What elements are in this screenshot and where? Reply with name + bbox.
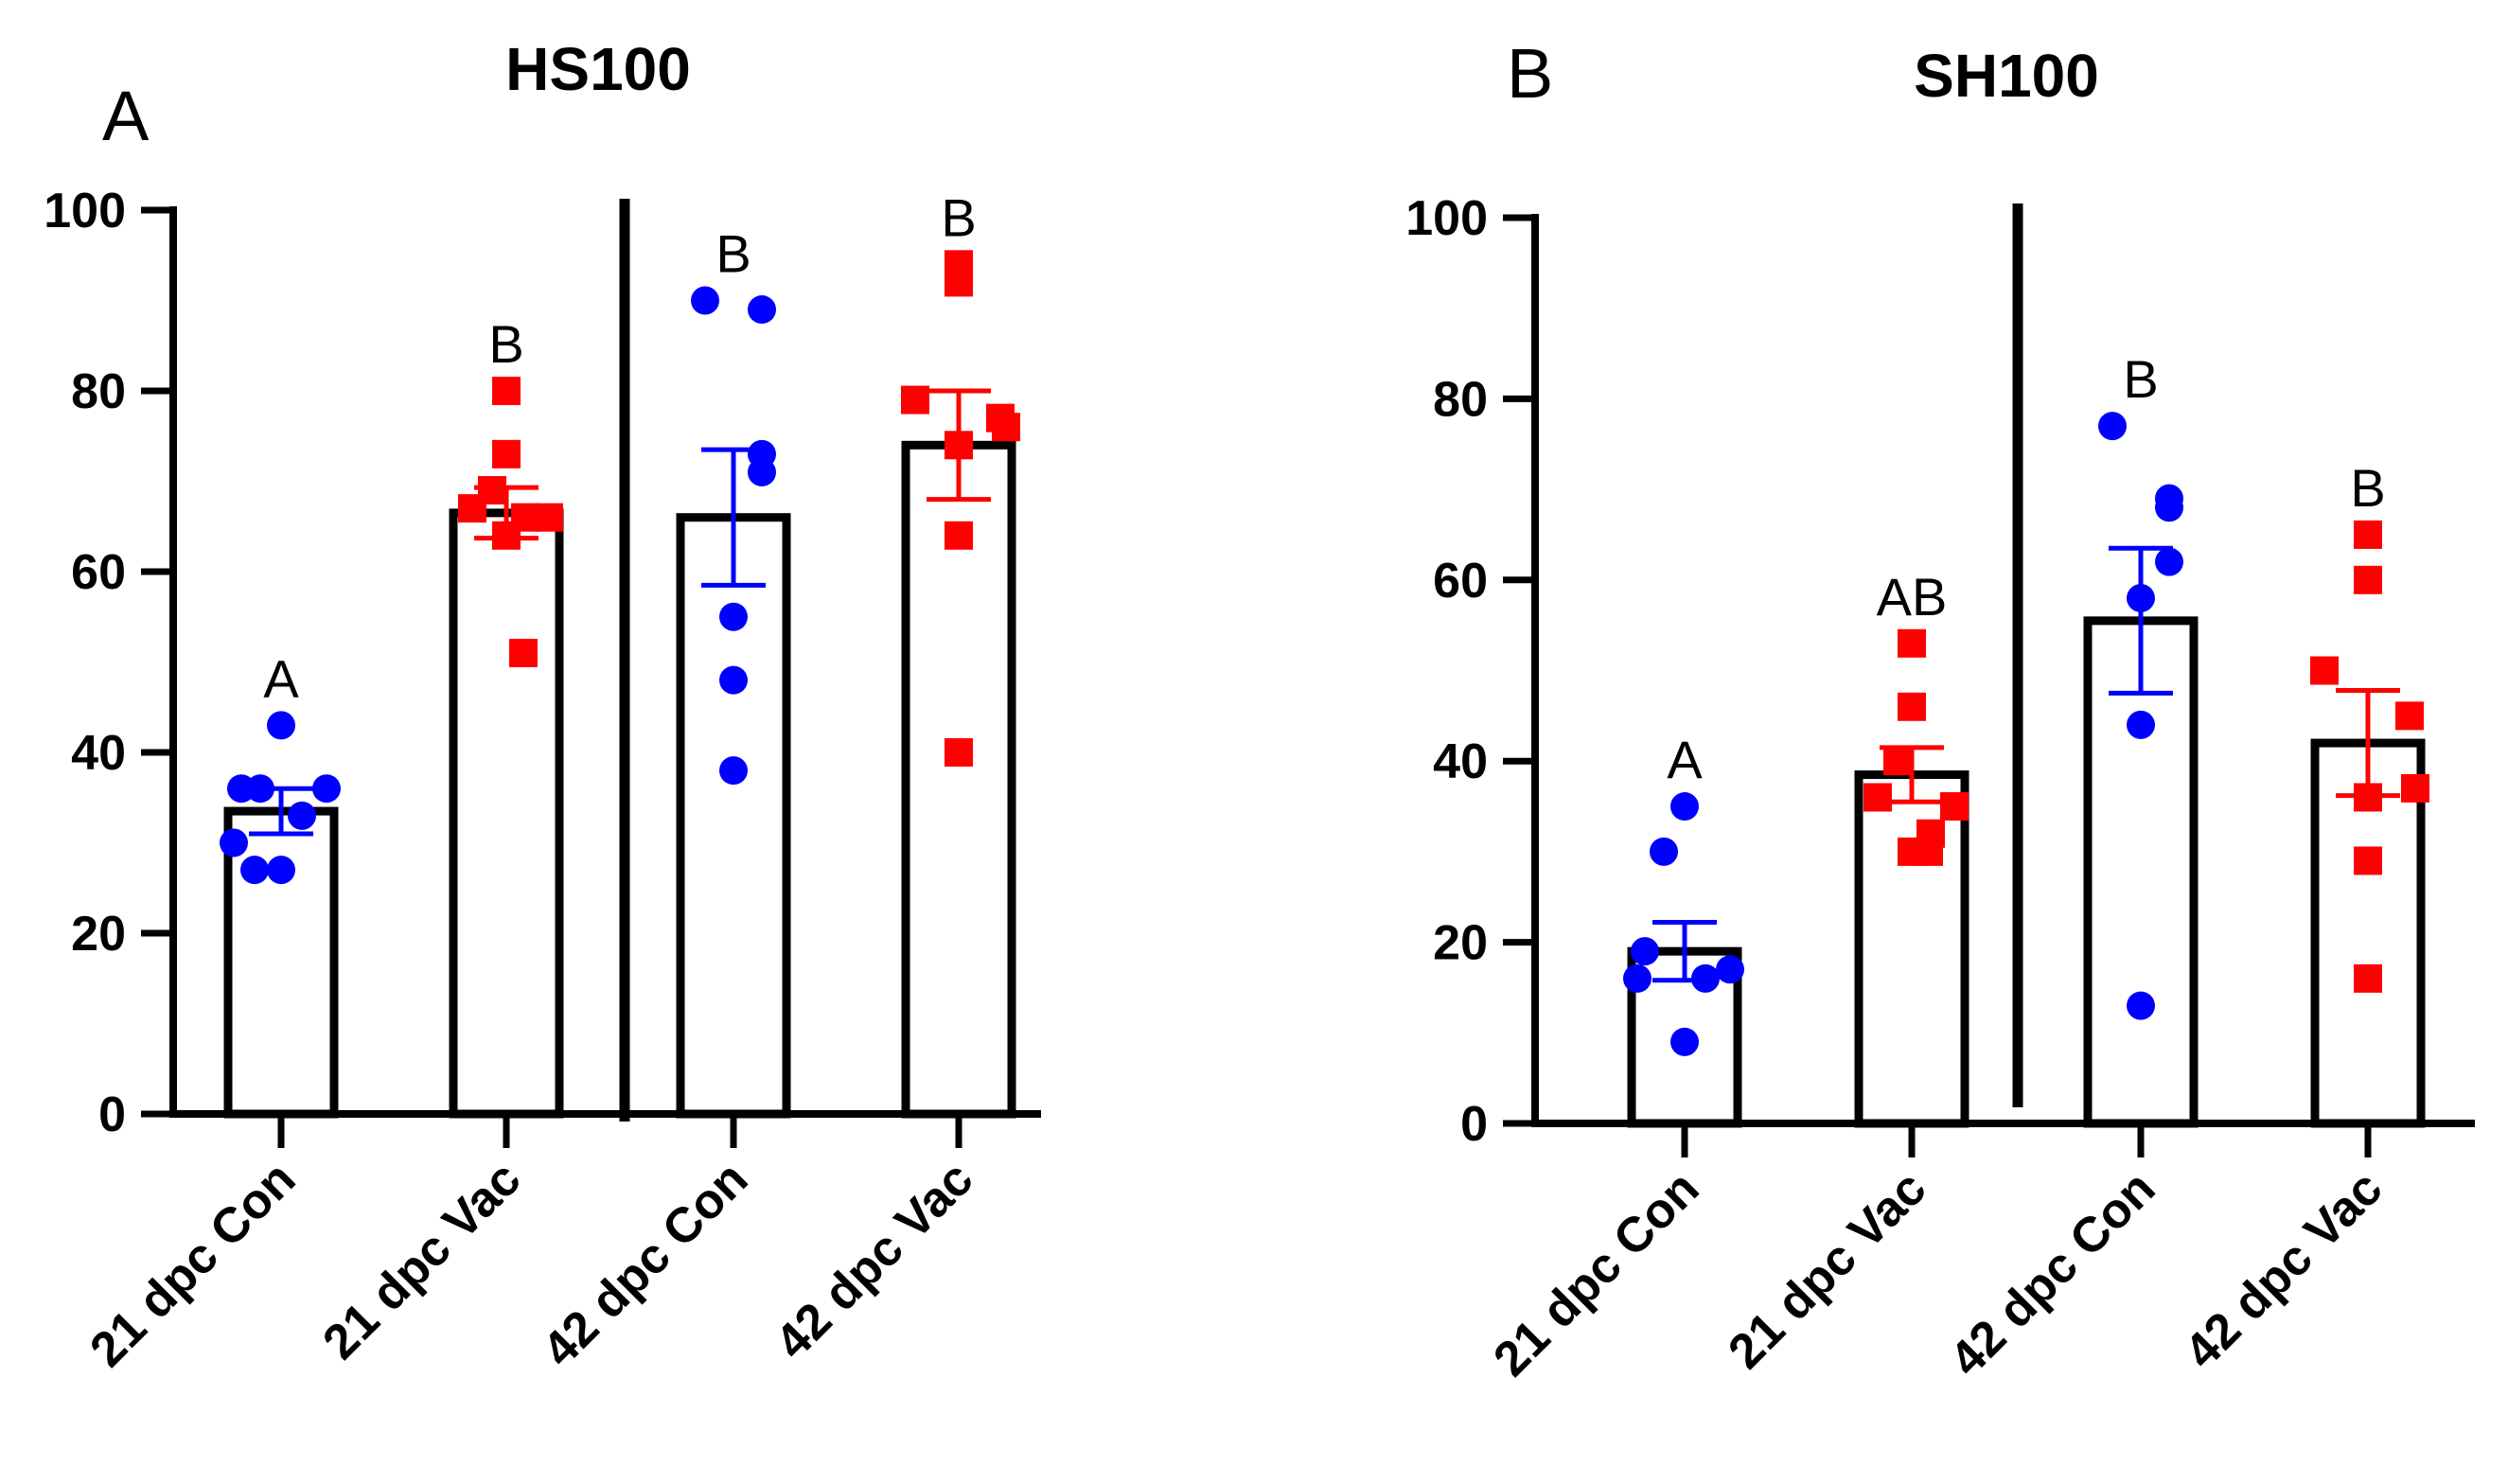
y-tick-label: 40 (71, 726, 126, 781)
data-point (945, 738, 973, 767)
data-point (1650, 837, 1678, 866)
data-point (2127, 583, 2155, 612)
data-point (2155, 493, 2183, 522)
chart-title-hs100: HS100 (505, 35, 691, 103)
x-category-label: 21 dpc Con (79, 1151, 306, 1377)
bar (2083, 616, 2199, 1128)
data-point (1670, 792, 1699, 822)
data-point (2354, 565, 2382, 594)
data-point (2127, 710, 2155, 739)
y-tick-label: 60 (1433, 554, 1488, 609)
significance-label: B (941, 187, 976, 247)
data-point (748, 295, 776, 325)
x-category-label: 21 dpc Con (1483, 1160, 1709, 1387)
data-point (240, 856, 269, 885)
x-category-label: 42 dpc Con (1939, 1160, 2165, 1387)
data-point (2098, 412, 2127, 441)
data-point (691, 286, 719, 315)
data-point (945, 521, 973, 550)
y-tick-label: 80 (1433, 372, 1488, 427)
chart-panel-a: A HS100 0 20 40 60 80 100 21 dpc Con A 21 dpc Va… (44, 35, 1041, 1378)
chart-title-sh100: SH100 (1914, 42, 2099, 110)
data-point (220, 828, 248, 857)
panel-letter-b: B (1507, 34, 1553, 113)
data-point (492, 439, 521, 468)
data-point (1915, 837, 1943, 866)
data-point (2354, 520, 2382, 549)
data-point (992, 413, 1020, 442)
y-tick-label: 20 (71, 907, 126, 962)
y-tick-label: 100 (1405, 191, 1488, 246)
y-tick-label: 20 (1433, 916, 1488, 971)
y-tick-label: 40 (1433, 734, 1488, 789)
significance-label: AB (1877, 567, 1948, 627)
data-point (2395, 701, 2424, 731)
data-point (1623, 963, 1651, 993)
data-point (509, 638, 538, 667)
data-point (2354, 963, 2382, 993)
data-point (267, 711, 295, 740)
data-point (288, 801, 316, 830)
data-point (458, 494, 486, 523)
x-category-label: 42 dpc Vac (2174, 1160, 2393, 1379)
panel-letter-a: A (102, 77, 150, 155)
data-point (719, 665, 748, 695)
data-point (1716, 955, 1744, 984)
y-tick-label: 80 (71, 364, 126, 419)
data-point (2354, 783, 2382, 812)
significance-label: B (488, 314, 523, 374)
data-point (945, 431, 973, 460)
y-tick-label: 100 (44, 184, 126, 238)
significance-label: B (2350, 458, 2385, 518)
data-point (1940, 792, 1969, 822)
data-point (945, 268, 973, 297)
data-point (1863, 783, 1892, 812)
significance-label: A (263, 648, 299, 708)
data-point (1883, 747, 1912, 776)
significance-label: B (2123, 349, 2158, 409)
data-point (1898, 628, 1926, 658)
x-category-label: 42 dpc Con (532, 1151, 758, 1377)
data-point (2127, 991, 2155, 1020)
significance-label: A (1667, 730, 1703, 789)
y-tick-label: 60 (71, 545, 126, 600)
bar (449, 508, 564, 1119)
data-point (1898, 692, 1926, 721)
data-point (719, 756, 748, 786)
data-point (312, 774, 341, 804)
bar (1854, 770, 1969, 1128)
data-point (719, 602, 748, 631)
data-point (901, 385, 929, 415)
x-category-label: 21 dpc Vac (1718, 1160, 1936, 1379)
y-tick-label: 0 (98, 1087, 126, 1142)
y-tick-label: 0 (1460, 1097, 1488, 1152)
data-point (492, 377, 521, 405)
data-point (748, 457, 776, 486)
data-point (492, 521, 521, 550)
x-category-label: 42 dpc Vac (765, 1151, 983, 1369)
data-point (2401, 773, 2429, 803)
data-point (227, 774, 256, 804)
data-point (1631, 937, 1659, 966)
data-point (267, 856, 295, 885)
chart-panel-b: B SH100 0 20 40 60 80 100 21 dpc Con A 21 dpc Va… (1405, 34, 2475, 1387)
data-point (2155, 547, 2183, 576)
data-point (1691, 963, 1720, 993)
significance-label: B (715, 224, 751, 284)
data-point (2310, 656, 2339, 685)
data-point (1670, 1027, 1699, 1056)
data-point (2354, 846, 2382, 875)
x-category-label: 21 dpc Vac (312, 1151, 531, 1369)
